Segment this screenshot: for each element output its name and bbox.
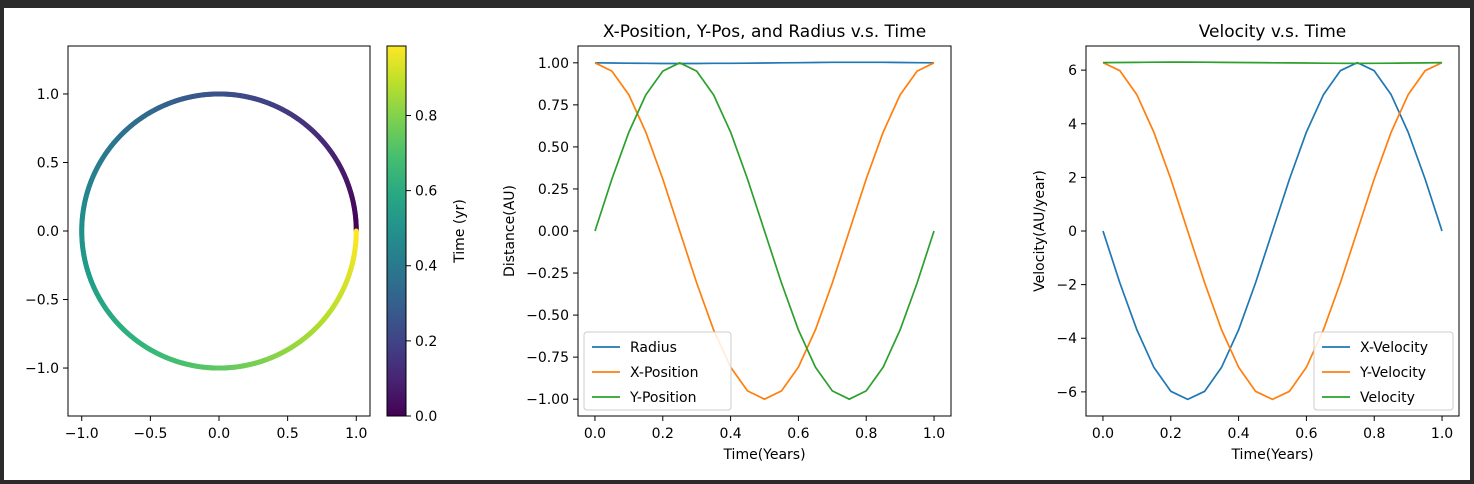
plot-frame (68, 46, 370, 416)
x-tick-label: 0.2 (1160, 426, 1182, 442)
y-tick-label: 0.00 (538, 224, 569, 240)
series-line-radius (595, 62, 934, 63)
orbit-points (82, 94, 357, 368)
x-tick-label: 1.0 (345, 426, 367, 442)
x-tick-label: 1.0 (1431, 426, 1453, 442)
x-tick-label: 0.6 (1295, 426, 1317, 442)
y-axis-label: Velocity(AU/year) (1032, 170, 1048, 292)
y-tick-label: 6 (1068, 63, 1077, 79)
y-tick-label: 2 (1068, 170, 1077, 186)
y-tick-label: 0.0 (37, 224, 59, 240)
colorbar-tick-label: 0.0 (415, 409, 437, 425)
y-tick-label: −0.25 (526, 266, 569, 282)
x-tick-label: 0.0 (208, 426, 230, 442)
x-tick-label: 0.8 (1363, 426, 1385, 442)
y-tick-label: −4 (1056, 331, 1077, 347)
y-tick-label: −1.0 (25, 361, 59, 377)
colorbar (387, 46, 406, 416)
y-tick-label: 4 (1068, 117, 1077, 133)
legend-entry: Y-Velocity (1359, 365, 1426, 381)
colorbar-label: Time (yr) (452, 199, 468, 264)
x-tick-label: 0.8 (855, 426, 877, 442)
y-tick-label: 0.50 (538, 140, 569, 156)
legend-entry: X-Velocity (1360, 340, 1428, 356)
colorbar-tick-label: 0.8 (415, 108, 437, 124)
y-axis-label: Distance(AU) (502, 185, 518, 277)
legend-entry: Y-Position (629, 390, 696, 406)
figure-canvas: −1.0 −0.5 0.0 0.5 1.0 −1.0 −0.5 0.0 0.5 1.0 0.0 0.2… (4, 8, 1470, 480)
legend-entry: Radius (630, 340, 677, 356)
x-tick-label: −1.0 (65, 426, 99, 442)
y-tick-label: −0.50 (526, 308, 569, 324)
x-axis-label: Time(Years) (722, 447, 805, 463)
y-tick-label: −0.75 (526, 350, 569, 366)
x-tick-label: 1.0 (923, 426, 945, 442)
y-tick-label: −6 (1056, 385, 1077, 401)
x-tick-label: 0.0 (1092, 426, 1114, 442)
x-tick-label: 0.4 (1227, 426, 1249, 442)
y-tick-label: 0.75 (538, 98, 569, 114)
x-tick-label: −0.5 (133, 426, 167, 442)
y-tick-label: −1.00 (526, 392, 569, 408)
legend-entry: Velocity (1360, 390, 1415, 406)
chart-title: X-Position, Y-Pos, and Radius v.s. Time (603, 22, 926, 42)
y-tick-label: 1.00 (538, 56, 569, 72)
x-tick-label: 0.5 (277, 426, 299, 442)
x-tick-label: 0.0 (584, 426, 606, 442)
colorbar-tick-label: 0.4 (415, 259, 437, 275)
y-tick-label: 0.5 (37, 155, 59, 171)
colorbar-tick-label: 0.6 (415, 184, 437, 200)
legend-entry: X-Position (630, 365, 698, 381)
y-tick-label: −0.5 (25, 293, 59, 309)
x-tick-label: 0.4 (719, 426, 741, 442)
x-axis-label: Time(Years) (1230, 447, 1313, 463)
y-tick-label: 0 (1068, 224, 1077, 240)
y-tick-label: 0.25 (538, 182, 569, 198)
chart-title: Velocity v.s. Time (1199, 22, 1347, 42)
colorbar-tick-label: 0.2 (415, 334, 437, 350)
y-tick-label: −2 (1056, 278, 1077, 294)
y-tick-label: 1.0 (37, 87, 59, 103)
figure: −1.0 −0.5 0.0 0.5 1.0 −1.0 −0.5 0.0 0.5 1.0 0.0 0.2… (4, 8, 1470, 480)
series-line-velocity (1103, 62, 1442, 63)
x-tick-label: 0.2 (652, 426, 674, 442)
x-tick-label: 0.6 (787, 426, 809, 442)
